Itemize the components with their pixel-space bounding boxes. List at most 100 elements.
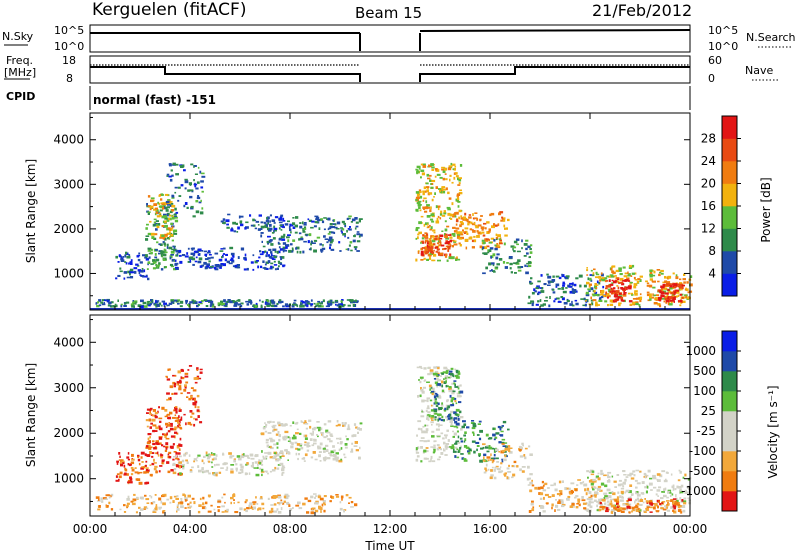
power-cell xyxy=(444,173,447,175)
power-cell xyxy=(347,236,350,239)
power-cell xyxy=(521,239,523,243)
xtick-label: 20:00 xyxy=(573,522,608,536)
power-cell xyxy=(329,246,331,250)
power-cell xyxy=(617,286,620,290)
power-cell xyxy=(458,182,461,185)
velocity-cell xyxy=(634,479,638,482)
velocity-cell xyxy=(442,419,445,422)
velocity-cell xyxy=(141,461,144,463)
velocity-cell xyxy=(438,407,443,410)
power-cell xyxy=(278,227,281,230)
velocity-cell xyxy=(508,464,510,467)
power-cell xyxy=(333,231,336,234)
power-cell xyxy=(639,279,642,282)
velocity-cell xyxy=(436,444,440,447)
power-cell xyxy=(491,269,493,272)
power-cell xyxy=(611,279,614,282)
power-cell xyxy=(636,280,639,284)
power-cell xyxy=(265,254,268,258)
power-cell xyxy=(222,218,226,221)
power-cell xyxy=(453,172,457,175)
power-cell xyxy=(171,300,174,304)
power-cell xyxy=(270,243,274,246)
power-cell xyxy=(136,255,140,258)
velocity-cell xyxy=(684,473,687,477)
velocity-cell xyxy=(506,447,510,450)
velocity-cell xyxy=(169,422,173,426)
velocity-ytick-label: 2000 xyxy=(53,426,84,440)
velocity-colorbar-tick-label: -100 xyxy=(689,444,716,458)
power-cell xyxy=(226,260,230,264)
power-cell xyxy=(352,301,356,303)
power-cell xyxy=(561,273,563,276)
power-cell xyxy=(611,282,614,285)
power-cell xyxy=(428,164,432,168)
power-cell xyxy=(664,284,668,287)
power-cell xyxy=(462,229,464,232)
power-cell xyxy=(223,303,227,307)
velocity-cell xyxy=(233,458,236,461)
velocity-cell xyxy=(476,445,480,447)
velocity-cell xyxy=(217,506,221,508)
power-cell xyxy=(685,288,689,292)
power-cell xyxy=(208,267,212,269)
power-cell xyxy=(447,212,451,216)
velocity-cell xyxy=(295,447,299,450)
power-cell xyxy=(646,293,651,297)
power-cell xyxy=(488,238,490,242)
power-cell xyxy=(667,302,671,306)
power-cell xyxy=(295,246,300,250)
power-cell xyxy=(299,250,302,254)
velocity-cell xyxy=(652,477,657,480)
velocity-cell xyxy=(144,453,147,457)
power-cell xyxy=(424,247,428,250)
velocity-cell xyxy=(450,416,453,420)
power-cell xyxy=(446,206,451,209)
power-cell xyxy=(452,163,456,166)
velocity-cell xyxy=(492,433,496,437)
velocity-cell xyxy=(185,422,187,426)
power-cell xyxy=(249,300,253,303)
velocity-cell xyxy=(104,498,108,500)
velocity-cell xyxy=(158,442,162,445)
power-cell xyxy=(607,288,611,291)
power-cell xyxy=(504,227,506,230)
velocity-cell xyxy=(188,365,193,367)
power-cell xyxy=(174,163,179,166)
power-cell xyxy=(425,252,428,255)
velocity-cell xyxy=(424,430,428,434)
power-cell xyxy=(433,231,436,234)
velocity-cell xyxy=(606,500,610,503)
power-cell xyxy=(322,244,324,247)
velocity-cell xyxy=(238,471,242,474)
velocity-cell xyxy=(339,441,343,444)
power-cell xyxy=(629,264,632,268)
velocity-cell xyxy=(431,418,434,421)
power-cell xyxy=(622,294,627,297)
velocity-cell xyxy=(168,368,171,371)
velocity-cell xyxy=(508,449,511,453)
velocity-cell xyxy=(107,494,111,496)
power-cell xyxy=(170,251,175,254)
power-cell xyxy=(334,226,338,229)
power-cell xyxy=(264,226,268,229)
power-cell xyxy=(662,281,665,284)
power-cell xyxy=(428,192,433,195)
power-cell xyxy=(147,261,151,264)
power-cell xyxy=(291,224,294,227)
velocity-cell xyxy=(248,472,251,475)
velocity-cell xyxy=(278,434,281,438)
power-cell xyxy=(187,260,192,263)
velocity-cell xyxy=(347,424,350,427)
power-cell xyxy=(278,221,283,224)
power-cell xyxy=(424,246,429,248)
velocity-cell xyxy=(176,495,179,498)
power-cell xyxy=(151,299,154,303)
velocity-cell xyxy=(130,461,135,465)
power-cell xyxy=(587,277,590,281)
power-cell xyxy=(453,230,458,233)
velocity-cell xyxy=(436,375,439,378)
velocity-cell xyxy=(452,430,454,433)
power-cell xyxy=(310,299,313,302)
